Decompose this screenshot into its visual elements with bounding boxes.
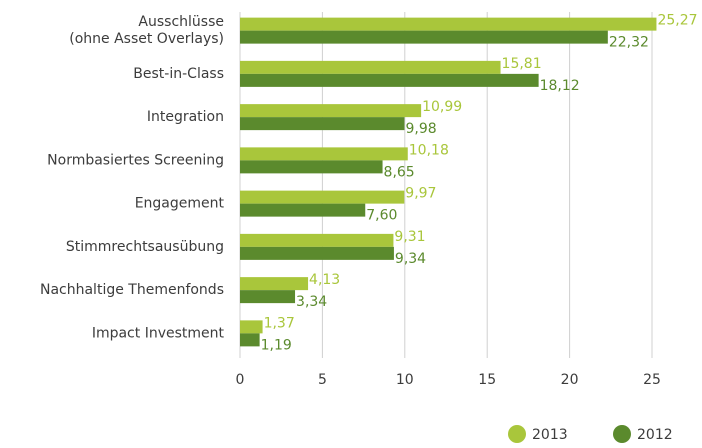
x-tick-label: 10 xyxy=(396,372,414,388)
value-label: 9,34 xyxy=(395,251,426,267)
value-label: 7,60 xyxy=(366,208,397,224)
legend-swatch xyxy=(613,425,631,443)
x-tick-label: 20 xyxy=(561,372,579,388)
bar xyxy=(240,290,296,304)
bar xyxy=(240,320,263,334)
legend-label: 2013 xyxy=(532,427,568,443)
bar xyxy=(240,246,394,260)
category-label: Impact Investment xyxy=(92,325,225,341)
value-label: 1,37 xyxy=(264,315,295,331)
bar xyxy=(240,160,383,174)
bar xyxy=(240,60,501,74)
bar xyxy=(240,73,539,87)
x-tick-label: 15 xyxy=(478,372,496,388)
bar xyxy=(240,17,657,31)
value-label: 25,27 xyxy=(657,13,697,29)
bar xyxy=(240,104,422,118)
bar xyxy=(240,333,260,347)
category-label: Engagement xyxy=(135,196,225,212)
value-label: 22,32 xyxy=(609,35,649,51)
bar xyxy=(240,233,394,247)
bar xyxy=(240,190,405,204)
legend-label: 2012 xyxy=(637,427,673,443)
value-label: 10,18 xyxy=(409,142,449,158)
category-label: Stimmrechtsausübung xyxy=(66,239,224,255)
value-label: 9,31 xyxy=(394,229,425,245)
bar xyxy=(240,203,366,217)
bar xyxy=(240,117,405,131)
bar xyxy=(240,277,309,291)
x-tick-label: 0 xyxy=(236,372,245,388)
legend-swatch xyxy=(508,425,526,443)
value-label: 18,12 xyxy=(540,78,580,94)
category-label: Best-in-Class xyxy=(133,66,224,82)
category-label: Ausschlüsse (ohne Asset Overlays) xyxy=(69,14,224,47)
value-label: 9,97 xyxy=(405,186,436,202)
category-label: Normbasiertes Screening xyxy=(47,152,224,168)
bar xyxy=(240,30,608,44)
value-label: 3,34 xyxy=(296,294,327,310)
value-label: 4,13 xyxy=(309,272,340,288)
value-label: 9,98 xyxy=(405,121,436,137)
value-label: 1,19 xyxy=(261,337,292,353)
x-tick-label: 25 xyxy=(643,372,661,388)
value-label: 10,99 xyxy=(422,99,462,115)
x-tick-label: 5 xyxy=(318,372,327,388)
category-label: Nachhaltige Themenfonds xyxy=(40,282,224,298)
category-label: Integration xyxy=(147,109,224,125)
bar xyxy=(240,147,408,161)
value-label: 8,65 xyxy=(384,164,415,180)
value-label: 15,81 xyxy=(502,56,542,72)
